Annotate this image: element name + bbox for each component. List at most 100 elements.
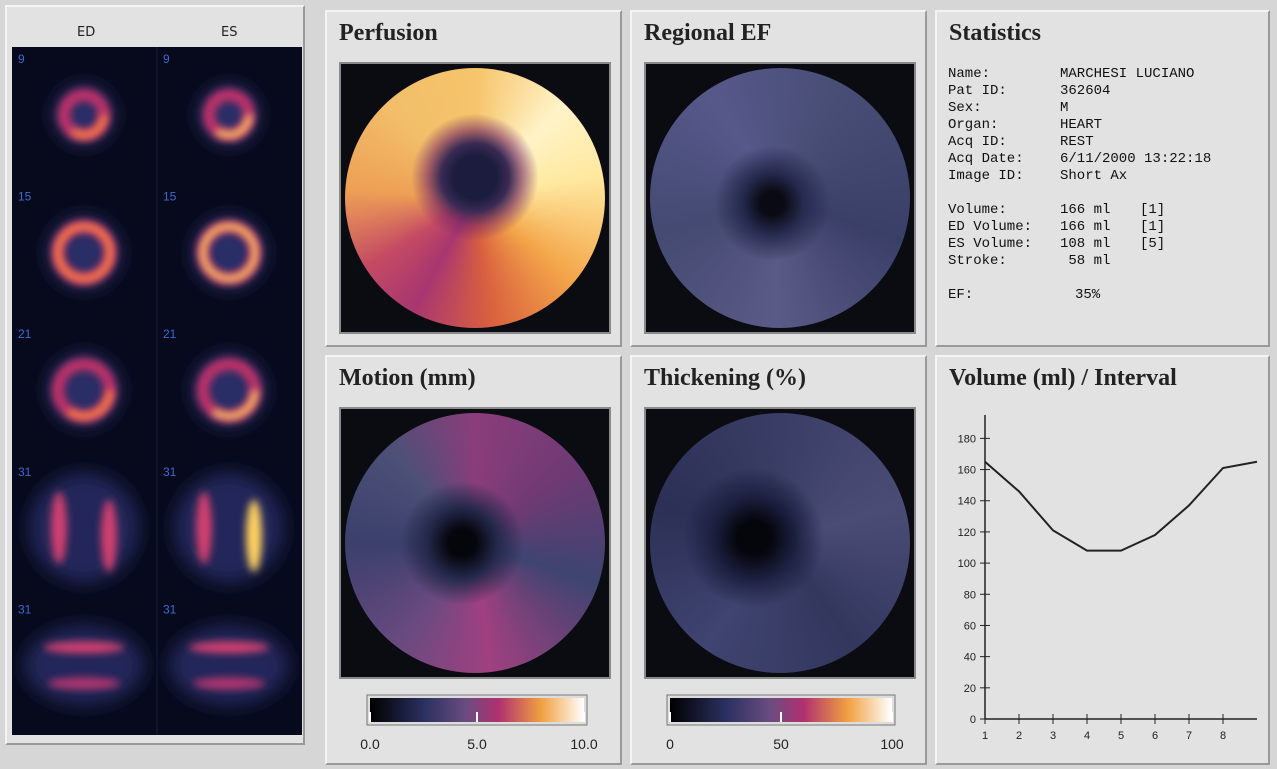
y-tick-label: 120 (958, 527, 976, 539)
stat-label: Volume: (948, 202, 1007, 218)
x-tick-label: 1 (982, 730, 988, 742)
slice-number: 31 (18, 602, 32, 616)
stat-label: Name: (948, 66, 991, 82)
thickening-polar-map (650, 413, 910, 673)
slice-image (193, 216, 265, 289)
slice-arc (215, 114, 252, 138)
slice-image (193, 354, 265, 427)
slice-number: 31 (163, 602, 177, 616)
polar-map-frame (644, 407, 916, 679)
scale-label: 0 (666, 736, 674, 752)
y-tick-label: 100 (958, 558, 976, 570)
stat-value: [5] (1140, 236, 1166, 252)
slice-image (54, 85, 114, 145)
volume-panel: Volume (ml) / Interval 0 20 40 60 80 100 120 14… (935, 355, 1270, 765)
slice-image (24, 625, 144, 706)
polar-map-frame (644, 62, 916, 334)
slice-arc (66, 390, 113, 420)
slice-number: 21 (163, 327, 177, 341)
y-tick-label: 140 (958, 496, 976, 508)
stat-value: 6/11/2000 13:22:18 (1060, 151, 1212, 167)
perfusion-polar-map (345, 68, 605, 328)
panel-title: Perfusion (339, 20, 438, 46)
slice-wall (44, 641, 124, 654)
slice-image (48, 354, 120, 427)
stat-label: Sex: (948, 100, 982, 116)
slice-wall (193, 677, 265, 690)
color-scale: 0 50 100 (666, 694, 904, 752)
y-tick-label: 40 (964, 652, 976, 664)
motion-polar-map (345, 413, 605, 673)
slice-number: 9 (163, 52, 170, 66)
slice-number: 15 (18, 190, 32, 204)
x-tick-label: 3 (1050, 730, 1056, 742)
stat-value: [1] (1140, 219, 1166, 235)
slice-wall (101, 499, 117, 572)
motion-panel: Motion (mm) 0.0 5.0 10.0 (325, 355, 622, 765)
slices-panel: ED ES 9 9 15 15 21 21 31 31 31 31 (5, 5, 305, 745)
slice-ring-hot (200, 223, 258, 282)
slice-number: 21 (18, 327, 32, 341)
scale-label: 100 (880, 736, 904, 752)
panel-title: Regional EF (644, 20, 772, 46)
y-tick-label: 0 (970, 714, 976, 726)
slice-image (48, 216, 120, 289)
statistics-panel: Statistics Name: MARCHESI LUCIANO Pat ID: 3… (935, 10, 1270, 347)
y-tick-label: 60 (964, 620, 976, 632)
stat-value: MARCHESI LUCIANO (1060, 66, 1195, 82)
slice-image (169, 625, 289, 706)
stat-label: Image ID: (948, 168, 1024, 184)
x-tick-label: 7 (1186, 730, 1192, 742)
stat-value: 108 ml (1060, 236, 1111, 252)
stat-value: M (1060, 100, 1069, 116)
slice-number: 9 (18, 52, 25, 66)
slice-glow (29, 472, 139, 583)
color-scale: 0.0 5.0 10.0 (360, 694, 598, 752)
stat-label: Acq Date: (948, 151, 1024, 167)
polar-map-frame (339, 62, 611, 334)
stat-label: ED Volume: (948, 219, 1033, 235)
slice-glow (174, 472, 284, 583)
slice-wall (51, 491, 67, 564)
panel-title: Statistics (949, 20, 1041, 46)
scale-label: 0.0 (360, 736, 380, 752)
scale-label: 50 (773, 736, 789, 752)
stat-value: 58 ml (1060, 253, 1111, 269)
stat-label: ES Volume: (948, 236, 1033, 252)
stat-value: 166 ml (1060, 202, 1111, 218)
stat-value: HEART (1060, 117, 1103, 133)
slice-images: 9 9 15 15 21 21 31 31 31 31 (12, 47, 302, 735)
stat-label: Acq ID: (948, 134, 1007, 150)
panel-title: Thickening (%) (644, 365, 807, 391)
x-tick-label: 4 (1084, 730, 1090, 742)
volume-chart: 0 20 40 60 80 100 120 140 160 180 1 2 3 4 5 6 7 8 (958, 415, 1258, 742)
y-tick-label: 80 (964, 589, 976, 601)
stat-label: EF: (948, 287, 974, 303)
stat-value: REST (1060, 134, 1094, 150)
scale-label: 10.0 (570, 736, 597, 752)
stat-label: Organ: (948, 117, 999, 133)
slice-number: 31 (18, 465, 32, 479)
slice-wall (196, 491, 212, 564)
y-tick-label: 20 (964, 683, 976, 695)
polar-map-frame (339, 407, 611, 679)
slice-glow (24, 625, 144, 706)
regional-ef-polar-map (650, 68, 910, 328)
perfusion-panel: Perfusion (325, 10, 622, 347)
slice-arc (211, 390, 258, 420)
x-tick-label: 8 (1220, 730, 1226, 742)
slice-wall (246, 499, 262, 572)
slice-image (174, 472, 284, 583)
panel-title: Motion (mm) (339, 365, 476, 391)
scale-label: 5.0 (467, 736, 487, 752)
stat-label: Stroke: (948, 253, 1007, 269)
stat-value: 166 ml (1060, 219, 1111, 235)
y-tick-label: 160 (958, 465, 976, 477)
slice-glow (169, 625, 289, 706)
slice-number: 15 (163, 190, 177, 204)
regional-ef-panel: Regional EF (630, 10, 927, 347)
y-tick-label: 180 (958, 433, 976, 445)
slice-wall (189, 641, 269, 654)
slice-wall (48, 677, 120, 690)
